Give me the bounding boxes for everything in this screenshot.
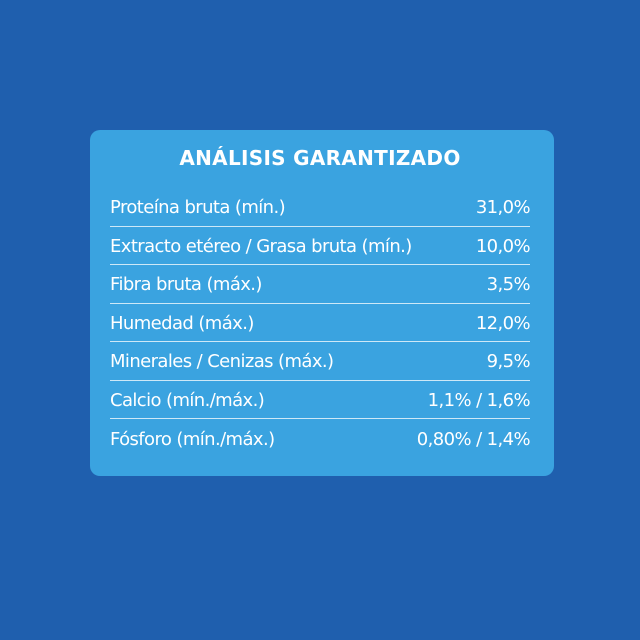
row-value: 31,0% [475, 197, 531, 219]
table-row: Calcio (mín./máx.) 1,1% / 1,6% [110, 381, 531, 419]
table-row: Minerales / Cenizas (máx.) 9,5% [110, 342, 531, 381]
row-label: Calcio (mín./máx.) [110, 389, 265, 411]
row-value: 12,0% [475, 312, 531, 334]
row-label: Proteína bruta (mín.) [110, 197, 286, 219]
table-row: Proteína bruta (mín.) 31,0% [110, 188, 531, 227]
row-label: Fósforo (mín./máx.) [110, 428, 275, 450]
table-row: Fósforo (mín./máx.) 0,80% / 1,4% [110, 419, 531, 458]
table-row: Humedad (máx.) 12,0% [110, 304, 531, 342]
guaranteed-analysis-panel: ANÁLISIS GARANTIZADO Proteína bruta (mín… [90, 130, 554, 476]
row-label: Fibra bruta (máx.) [110, 274, 262, 296]
row-value: 1,1% / 1,6% [427, 389, 531, 411]
panel-title: ANÁLISIS GARANTIZADO [179, 146, 461, 170]
table-row: Extracto etéreo / Grasa bruta (mín.) 10,… [110, 227, 531, 265]
row-value: 9,5% [486, 351, 531, 373]
row-label: Minerales / Cenizas (máx.) [110, 351, 334, 373]
row-value: 0,80% / 1,4% [416, 428, 531, 450]
analysis-table: Proteína bruta (mín.) 31,0% Extracto eté… [110, 188, 531, 458]
row-value: 10,0% [475, 235, 531, 257]
table-row: Fibra bruta (máx.) 3,5% [110, 265, 531, 304]
row-value: 3,5% [486, 274, 531, 296]
row-label: Extracto etéreo / Grasa bruta (mín.) [110, 235, 412, 257]
row-label: Humedad (máx.) [110, 312, 254, 334]
